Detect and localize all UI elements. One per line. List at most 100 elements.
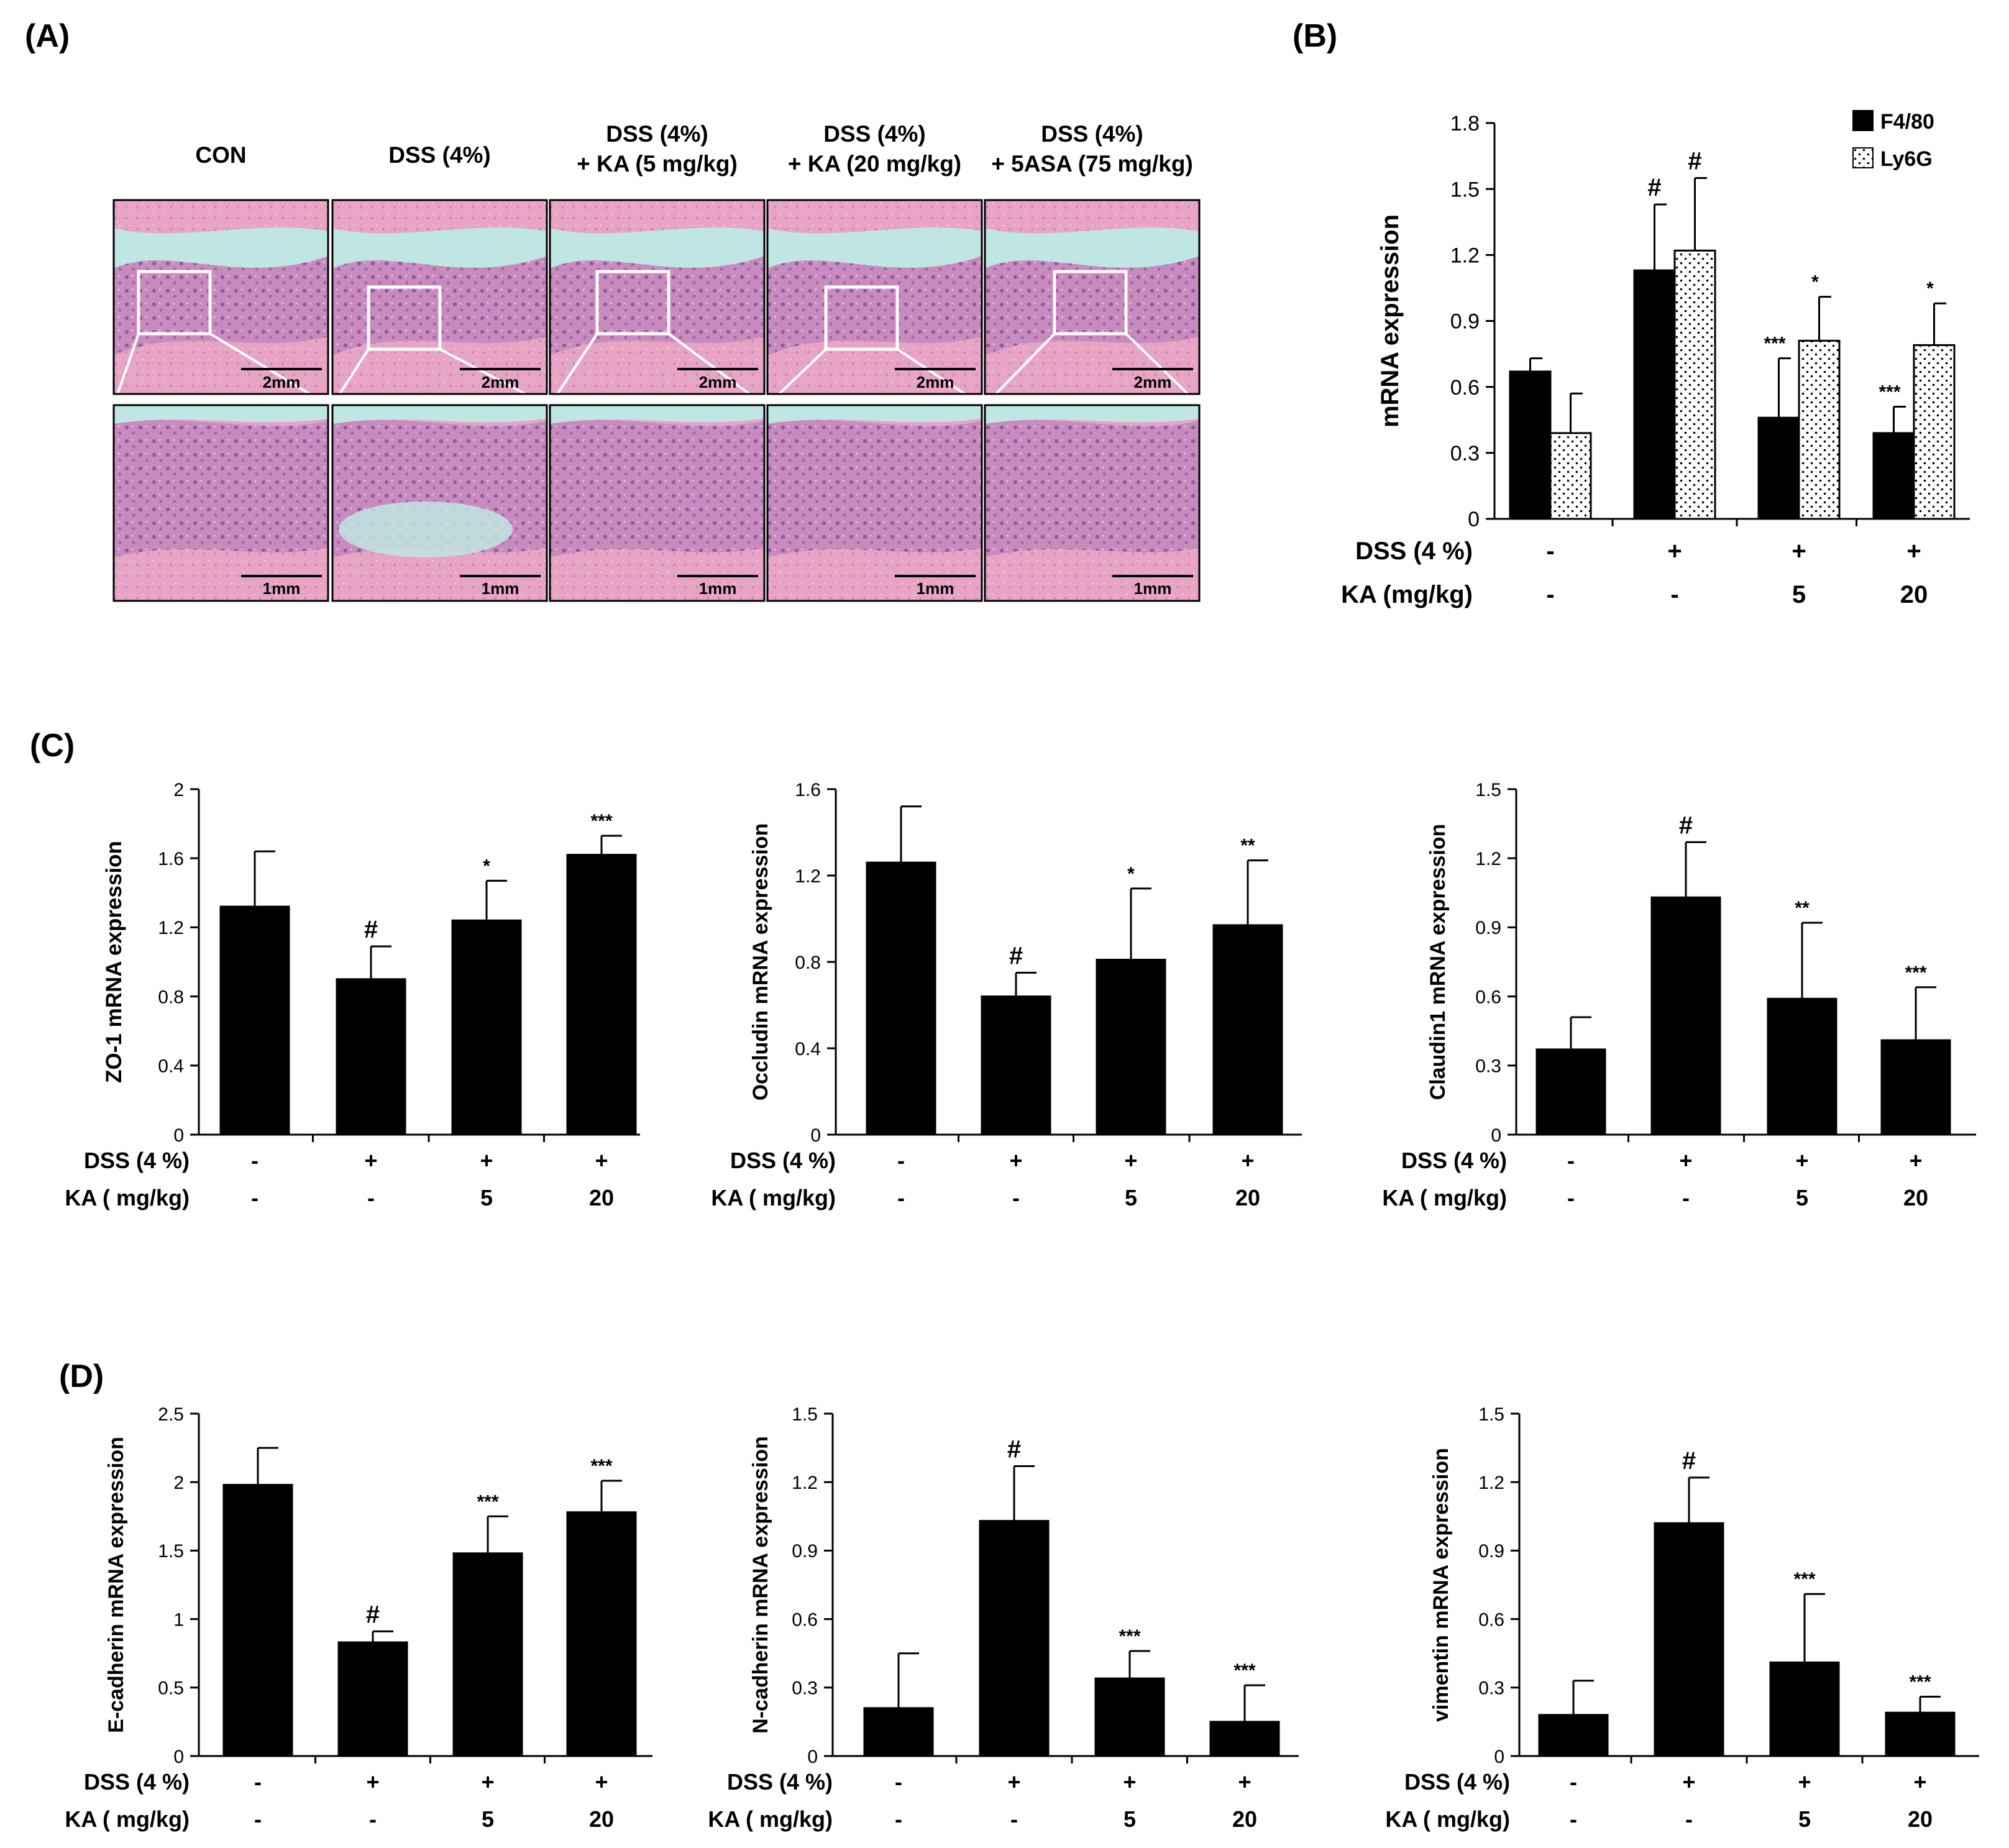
y-tick-label: 0.5 <box>158 1678 184 1699</box>
bar <box>1212 924 1283 1136</box>
row-label: DSS (4 %) <box>1404 1769 1510 1795</box>
y-axis-title: Claudin1 mRNA expression <box>1426 824 1450 1100</box>
row-value: 5 <box>482 1806 494 1832</box>
histology-column-title-0: CON <box>195 142 246 168</box>
crypt-layer <box>985 420 1199 557</box>
row-value: 20 <box>1903 1185 1928 1210</box>
scale-label-top: 2mm <box>482 373 519 391</box>
row-label: KA ( mg/kg) <box>708 1806 833 1832</box>
histology-column-title-4: DSS (4%) + 5ASA (75 mg/kg) <box>991 121 1193 176</box>
bar <box>566 1511 637 1757</box>
row-value: - <box>1010 1806 1018 1832</box>
y-tick-label: 1.5 <box>1450 178 1480 201</box>
y-tick-label: 1.6 <box>795 780 821 800</box>
row-value: + <box>1792 537 1806 565</box>
bar <box>979 1520 1050 1757</box>
bar <box>219 905 290 1136</box>
lumen-edge <box>550 405 764 424</box>
histology-title-line: DSS (4%) <box>606 121 708 147</box>
y-tick-label: 0.8 <box>158 987 184 1007</box>
bar-f4-80 <box>1633 269 1676 520</box>
micrograph-top-frame <box>766 199 983 395</box>
row-value: - <box>251 1148 259 1173</box>
histology-title-line: + 5ASA (75 mg/kg) <box>991 151 1193 176</box>
y-axis-title: ZO-1 mRNA expression <box>102 841 126 1083</box>
scale-label-top: 2mm <box>917 373 954 391</box>
bar <box>451 919 522 1136</box>
y-tick-label: 0.6 <box>1475 987 1501 1007</box>
hash-marker: # <box>1688 147 1701 175</box>
bar-ly6g <box>1673 249 1716 520</box>
mucosa-layer <box>114 256 328 355</box>
mucosa-layer <box>767 256 982 355</box>
scale-label-top: 2mm <box>1134 373 1172 391</box>
significance-marker: *** <box>590 1456 612 1476</box>
y-axis-title: Occludin mRNA expression <box>749 823 772 1101</box>
y-tick-label: 1.2 <box>1450 244 1480 268</box>
histology-title-line: DSS (4%) <box>1041 121 1143 147</box>
outer-tissue-layer <box>550 200 764 234</box>
bar <box>1769 1661 1840 1757</box>
row-value: 5 <box>1792 581 1806 608</box>
micrograph-top-frame <box>331 199 548 395</box>
mucosa-layer <box>550 256 764 355</box>
significance-marker: *** <box>1119 1626 1140 1647</box>
y-tick-label: 0 <box>807 1747 818 1767</box>
bar <box>1654 1522 1724 1757</box>
micrograph-bottom-frame <box>112 404 329 602</box>
row-value: - <box>895 1769 902 1795</box>
bar <box>863 1707 934 1757</box>
significance-marker: ** <box>1795 898 1810 918</box>
row-value: - <box>254 1806 262 1832</box>
bar <box>1885 1711 1956 1757</box>
lumen-edge <box>985 405 1199 424</box>
y-tick-label: 0 <box>810 1125 821 1146</box>
row-value: + <box>595 1769 608 1795</box>
hash-marker: # <box>1679 812 1693 839</box>
histology-column-title-2: DSS (4%) + KA (5 mg/kg) <box>577 121 738 176</box>
significance-marker: *** <box>477 1491 498 1512</box>
bar <box>337 1641 408 1757</box>
bar <box>1094 1677 1165 1757</box>
significance-marker: *** <box>1905 963 1926 983</box>
bar-f4-80 <box>1872 432 1915 520</box>
row-value: + <box>1123 1769 1136 1795</box>
y-tick-label: 0.8 <box>795 953 821 973</box>
significance-marker: * <box>1926 278 1934 299</box>
submucosa-layer <box>767 337 982 394</box>
row-value: + <box>1009 1148 1022 1173</box>
y-tick-label: 0.3 <box>1475 1056 1501 1077</box>
row-value: + <box>1682 1769 1695 1795</box>
row-label: DSS (4 %) <box>1401 1148 1507 1173</box>
panel-label-c: (C) <box>30 728 75 764</box>
row-value: + <box>1913 1769 1926 1795</box>
row-value: - <box>1570 1769 1577 1795</box>
bar <box>222 1484 293 1757</box>
histology-title-line: + KA (20 mg/kg) <box>788 151 961 176</box>
y-tick-label: 1.2 <box>158 918 184 938</box>
row-value: - <box>1546 581 1554 608</box>
bar <box>1538 1714 1609 1757</box>
y-tick-label: 0.4 <box>158 1056 184 1077</box>
y-tick-label: 0 <box>1491 1125 1501 1146</box>
bar <box>336 978 406 1136</box>
y-tick-label: 0.4 <box>795 1039 821 1059</box>
panel-label-d: (D) <box>59 1358 104 1394</box>
scale-label-top: 2mm <box>263 373 301 391</box>
row-value: - <box>897 1148 905 1173</box>
y-tick-label: 1.5 <box>1478 1404 1504 1425</box>
row-value: 20 <box>589 1185 614 1210</box>
row-value: - <box>254 1769 262 1795</box>
row-value: - <box>1685 1806 1693 1832</box>
y-tick-label: 2 <box>173 780 184 800</box>
significance-marker: *** <box>1909 1672 1931 1692</box>
significance-marker: * <box>1811 272 1819 293</box>
histology-title-line: CON <box>195 142 246 168</box>
significance-marker: *** <box>1793 1569 1815 1590</box>
row-value: - <box>895 1806 902 1832</box>
y-axis-title: vimentin mRNA expression <box>1429 1448 1453 1722</box>
zoom-box <box>367 285 442 351</box>
y-tick-label: 1.2 <box>1478 1473 1504 1493</box>
